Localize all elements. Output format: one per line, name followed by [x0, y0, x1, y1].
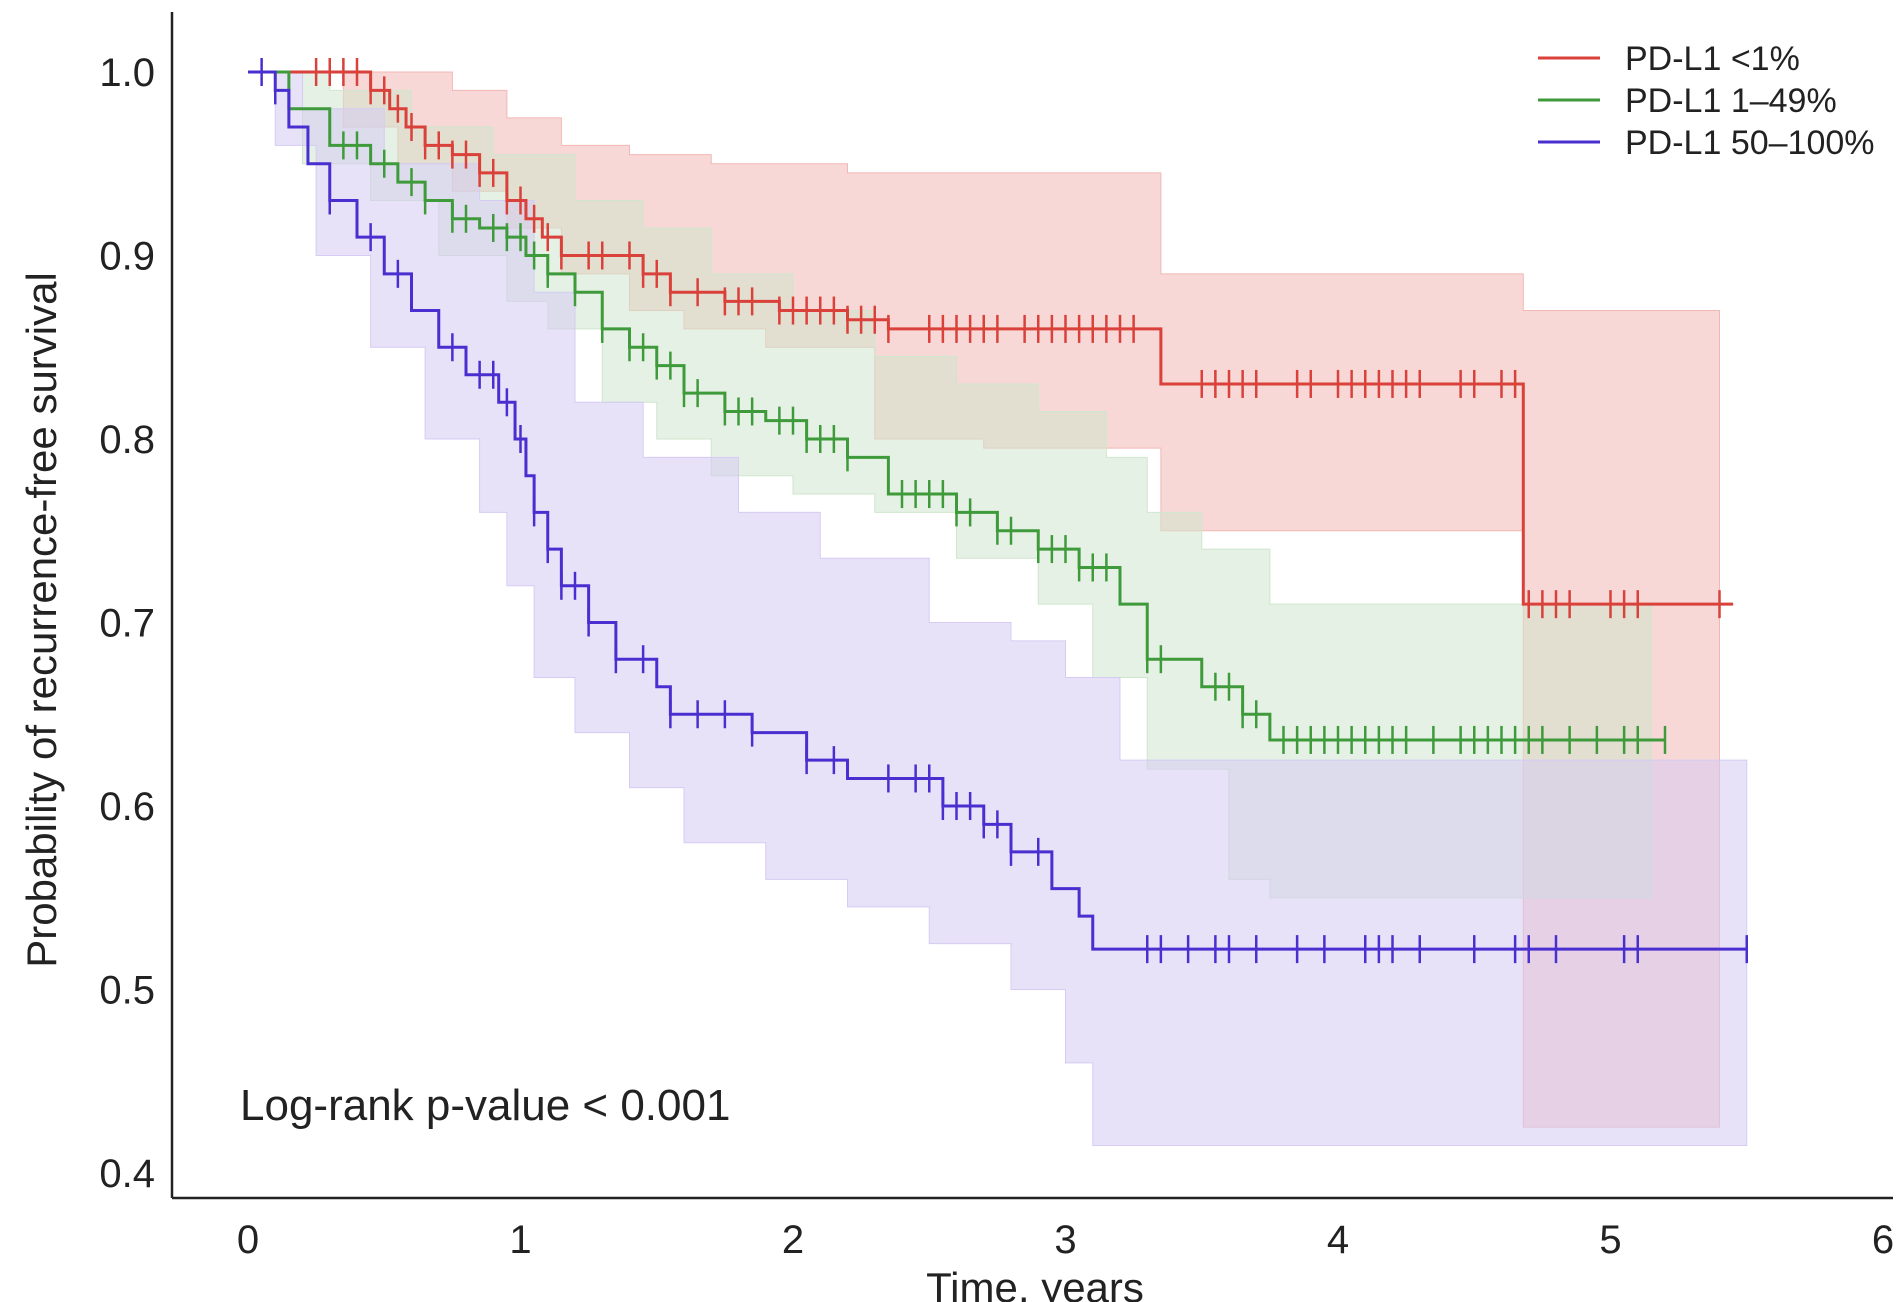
- x-tick-label: 4: [1327, 1218, 1349, 1262]
- y-tick-label: 0.5: [99, 969, 155, 1013]
- y-tick-label: 0.8: [99, 418, 155, 462]
- legend: PD-L1 <1% PD-L1 1–49% PD-L1 50–100%: [1538, 40, 1875, 162]
- legend-label: PD-L1 1–49%: [1625, 82, 1837, 120]
- axes: 0 1 2 3 4 5 6 0.4 0.5 0.6 0.7 0.8 0.9 1.0: [99, 12, 1894, 1262]
- legend-label: PD-L1 <1%: [1625, 40, 1800, 78]
- y-tick-label: 0.4: [99, 1152, 155, 1196]
- censor-marks: [260, 58, 1748, 964]
- log-rank-annotation: Log-rank p-value < 0.001: [240, 1081, 730, 1130]
- y-tick-label: 1.0: [99, 51, 155, 95]
- x-tick-label: 6: [1872, 1218, 1894, 1262]
- legend-label: PD-L1 50–100%: [1625, 124, 1875, 162]
- curve-series-0: [248, 70, 1734, 606]
- y-tick-label: 0.7: [99, 602, 155, 646]
- y-axis-title: Probability of recurrence-free survival: [18, 272, 65, 968]
- x-tick-label: 2: [782, 1218, 804, 1262]
- confidence-bands: [248, 71, 1748, 1146]
- y-tick-label: 0.6: [99, 785, 155, 829]
- y-tick-label: 0.9: [99, 235, 155, 279]
- band-series-2: [248, 71, 1748, 1146]
- x-tick-label: 3: [1054, 1218, 1076, 1262]
- x-tick-label: 5: [1599, 1218, 1621, 1262]
- x-axis-title: Time, years: [926, 1264, 1144, 1302]
- x-tick-label: 0: [237, 1218, 259, 1262]
- x-tick-label: 1: [509, 1218, 531, 1262]
